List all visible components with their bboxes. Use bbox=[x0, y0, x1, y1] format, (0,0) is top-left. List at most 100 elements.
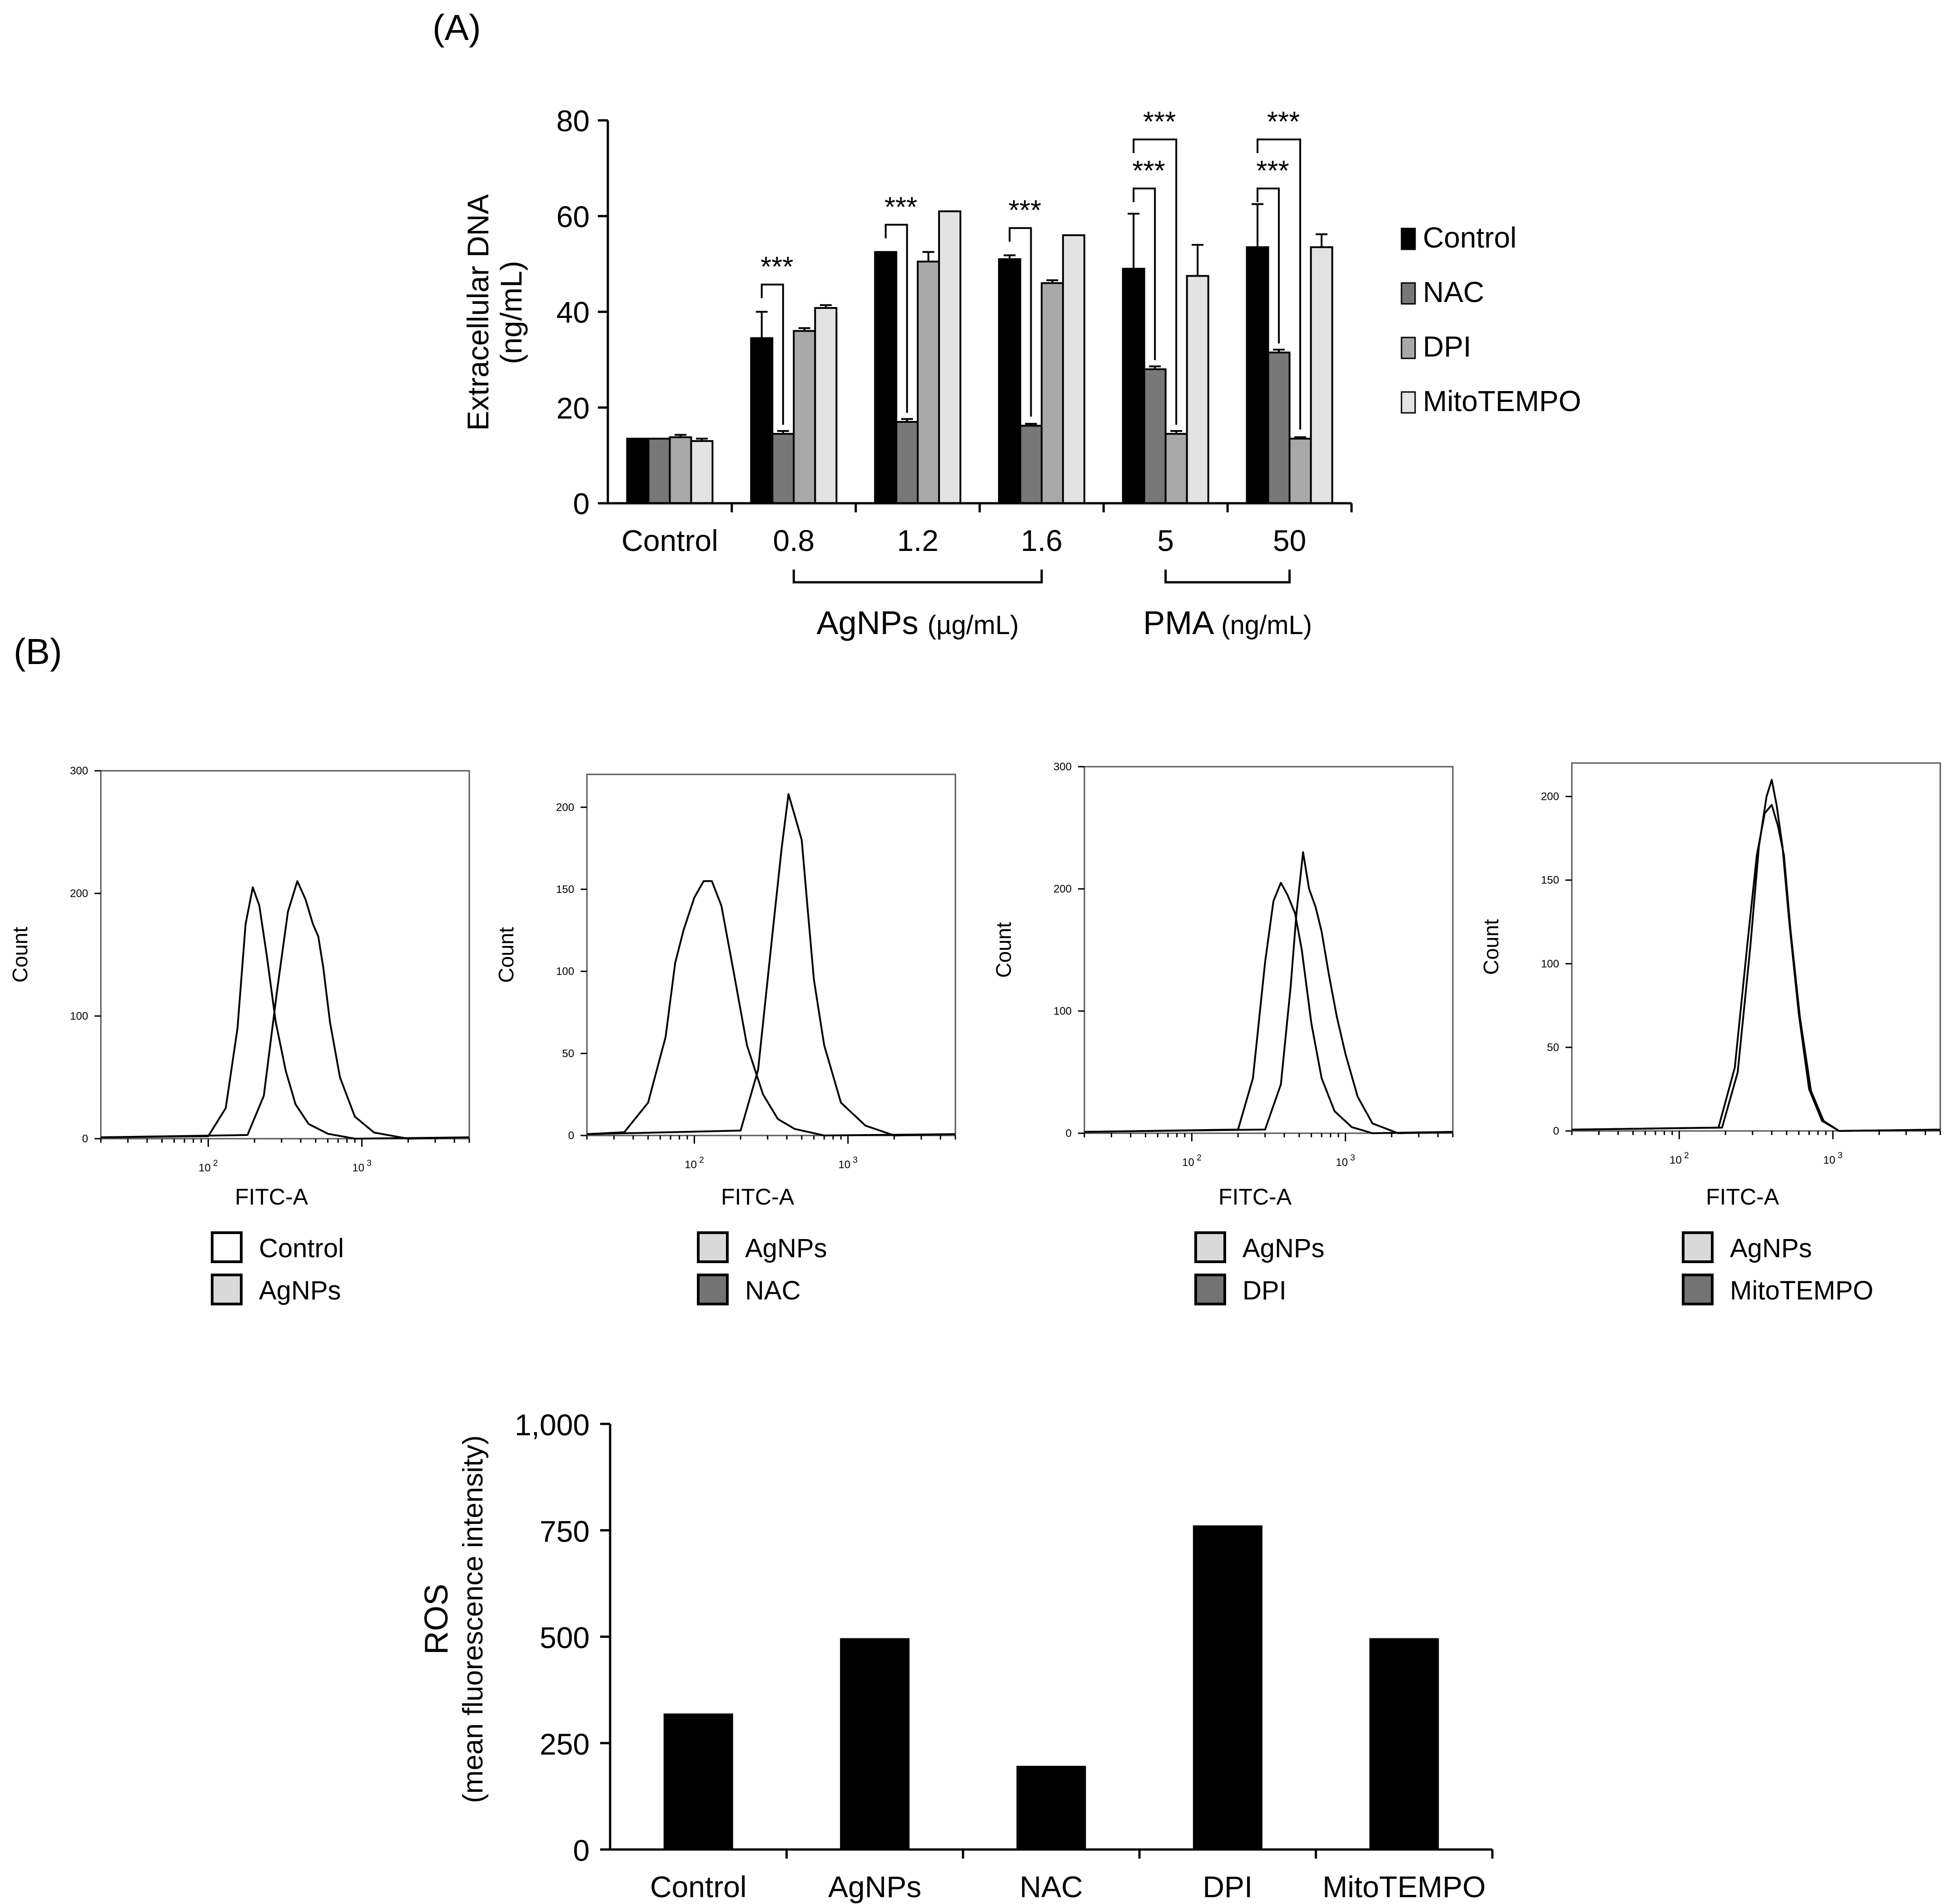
plot-frame bbox=[1083, 766, 1454, 1134]
significance-bracket bbox=[760, 283, 784, 425]
bar-dpi-50 bbox=[1288, 437, 1312, 505]
x-tick-label: 10 2 bbox=[685, 1155, 704, 1171]
significance-label: *** bbox=[1256, 155, 1289, 187]
x-tick-exponent: 3 bbox=[364, 1159, 372, 1168]
significance-bracket bbox=[1257, 188, 1280, 344]
y-axis-label: Count bbox=[992, 922, 1015, 978]
bar-nac-0.8 bbox=[771, 433, 795, 504]
category-label: 1.6 bbox=[1021, 524, 1063, 557]
group-unit: (ng/mL) bbox=[1221, 610, 1312, 640]
significance-label: *** bbox=[1143, 106, 1176, 138]
x-tick-exponent: 3 bbox=[850, 1155, 858, 1165]
category-label: NAC bbox=[1019, 1870, 1083, 1904]
legend-label: MitoTEMPO bbox=[1730, 1276, 1873, 1305]
x-tick-exponent: 2 bbox=[1682, 1151, 1689, 1160]
ros-ylabel-line2: (mean fluorescence intensity) bbox=[457, 1435, 489, 1803]
group-bracket bbox=[1164, 570, 1291, 584]
group-label: AgNPs (µg/mL) bbox=[817, 605, 1019, 641]
bar-dpi-Control bbox=[669, 436, 692, 505]
legend-swatch bbox=[697, 1231, 729, 1263]
legend-swatch bbox=[1194, 1274, 1226, 1305]
ylabel-line2: (ng/mL) bbox=[494, 261, 528, 364]
y-tick-label: 0 bbox=[573, 487, 590, 521]
error-bars bbox=[674, 203, 1328, 441]
ros-ylabel-line1: ROS bbox=[418, 1584, 455, 1655]
bar-mitotempo-50 bbox=[1310, 246, 1333, 504]
x-tick-exponent: 2 bbox=[1194, 1153, 1202, 1163]
y-tick-label: 40 bbox=[557, 296, 590, 329]
plot-frame bbox=[100, 770, 470, 1140]
legend-label: AgNPs bbox=[1242, 1234, 1325, 1263]
x-tick-base: 10 bbox=[199, 1162, 211, 1174]
category-label: Control bbox=[650, 1870, 747, 1904]
x-tick-label: 10 2 bbox=[1182, 1153, 1202, 1169]
legend-label: MitoTEMPO bbox=[1423, 385, 1581, 417]
bar-control-5 bbox=[1122, 268, 1145, 504]
bars bbox=[663, 1525, 1439, 1850]
legend-label: DPI bbox=[1242, 1276, 1287, 1305]
category-label: 1.2 bbox=[897, 524, 939, 557]
y-tick-label: 250 bbox=[540, 1727, 590, 1761]
legend-swatch-mitotempo bbox=[1401, 391, 1416, 414]
category-label: MitoTEMPO bbox=[1322, 1870, 1486, 1904]
legend-label: NAC bbox=[745, 1276, 800, 1305]
bar-mitotempo-1.2 bbox=[938, 210, 962, 504]
panel-label-b: (B) bbox=[14, 631, 62, 672]
ros-chart: ROS (mean fluorescence intensity) 0 250 50… bbox=[418, 1408, 1494, 1904]
y-tick-label: 200 bbox=[1054, 883, 1072, 895]
bar-control-0.8 bbox=[750, 337, 774, 504]
y-tick-label: 100 bbox=[1541, 958, 1559, 970]
category-groups: AgNPs (µg/mL) PMA (ng/mL) bbox=[792, 570, 1312, 641]
x-axis: Control AgNPs NAC DPI MitoTEMPO bbox=[610, 1848, 1494, 1904]
bar-mitotempo bbox=[1369, 1638, 1439, 1850]
x-tick-label: 10 2 bbox=[199, 1159, 218, 1174]
bars bbox=[626, 210, 1333, 505]
y-tick-label: 0 bbox=[1553, 1125, 1559, 1137]
significance-bracket bbox=[1009, 227, 1032, 417]
histogram-curve-agnps bbox=[100, 880, 470, 1140]
bar-nac-1.6 bbox=[1019, 425, 1043, 504]
legend-label: DPI bbox=[1423, 330, 1471, 363]
group-unit: (µg/mL) bbox=[928, 610, 1019, 640]
significance-label: *** bbox=[1133, 155, 1165, 187]
category-label: AgNPs bbox=[828, 1870, 921, 1904]
bar-dpi-1.2 bbox=[917, 260, 940, 504]
x-tick-base: 10 bbox=[1670, 1154, 1682, 1166]
category-label: 0.8 bbox=[773, 524, 815, 557]
y-tick-label: 80 bbox=[557, 104, 590, 138]
y-tick-label: 100 bbox=[556, 966, 574, 978]
legend-label: AgNPs bbox=[1730, 1234, 1812, 1263]
y-tick-label: 500 bbox=[540, 1621, 590, 1655]
group-name: AgNPs bbox=[817, 605, 928, 641]
legend-label: AgNPs bbox=[745, 1234, 827, 1263]
significance-label: *** bbox=[760, 252, 793, 283]
y-tick-label: 0 bbox=[573, 1834, 590, 1867]
significance-bracket bbox=[1133, 139, 1178, 425]
y-axis: 0 20 40 60 80 bbox=[557, 104, 609, 521]
histogram-curve-agnps bbox=[1571, 778, 1941, 1132]
group-bracket bbox=[792, 570, 1043, 584]
x-tick-base: 10 bbox=[1336, 1156, 1348, 1169]
bar-nac bbox=[1016, 1765, 1086, 1850]
plot-frame bbox=[586, 774, 956, 1136]
category-label: DPI bbox=[1203, 1870, 1252, 1904]
y-tick-label: 20 bbox=[557, 391, 590, 425]
bar-dpi-0.8 bbox=[793, 330, 816, 505]
bar-control-50 bbox=[1246, 246, 1269, 504]
panel-label-a: (A) bbox=[432, 7, 481, 48]
legend-label: NAC bbox=[1423, 276, 1484, 308]
significance-label: *** bbox=[1267, 106, 1300, 138]
bar-nac-5 bbox=[1143, 368, 1167, 504]
y-tick-label: 750 bbox=[540, 1514, 590, 1548]
x-tick-exponent: 2 bbox=[697, 1155, 704, 1165]
legend-swatch-control bbox=[1401, 228, 1416, 250]
legend-swatch bbox=[211, 1274, 243, 1305]
y-tick-label: 100 bbox=[70, 1010, 88, 1022]
significance-bracket bbox=[1133, 188, 1156, 360]
category-label: 50 bbox=[1273, 524, 1306, 557]
legend-swatch bbox=[211, 1231, 243, 1263]
y-tick-label: 300 bbox=[70, 765, 88, 777]
